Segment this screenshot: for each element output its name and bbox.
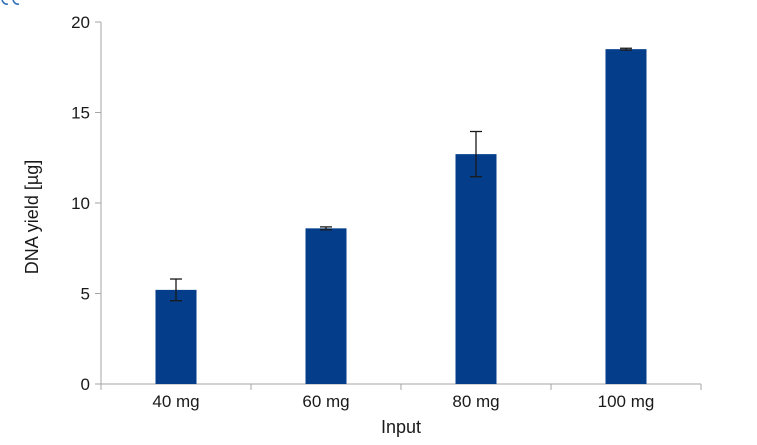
y-tick-label: 5 — [81, 285, 90, 304]
error-bar — [320, 226, 332, 231]
y-tick-label: 15 — [71, 104, 90, 123]
x-axis: 40 mg 60 mg 80 mg 100 mg — [100, 383, 702, 411]
x-tick-label: 60 mg — [302, 392, 349, 411]
error-bar — [620, 47, 632, 51]
cropped-heading-fragment — [1, 0, 20, 5]
y-tick-label: 10 — [71, 194, 90, 213]
y-axis: 0 5 10 15 20 — [71, 13, 102, 394]
bar — [155, 289, 197, 384]
bar — [455, 154, 497, 384]
bar — [305, 228, 347, 384]
x-axis-title: Input — [381, 417, 421, 437]
y-axis-title: DNA yield [µg] — [22, 160, 42, 274]
bars — [155, 49, 647, 385]
error-bar — [470, 130, 482, 178]
x-tick-label: 40 mg — [152, 392, 199, 411]
x-tick-label: 80 mg — [452, 392, 499, 411]
y-tick-label: 20 — [71, 13, 90, 32]
x-tick-label: 100 mg — [598, 392, 655, 411]
bar — [605, 49, 647, 385]
error-bars — [170, 47, 632, 302]
error-bar — [170, 278, 182, 302]
y-tick-label: 0 — [81, 375, 90, 394]
